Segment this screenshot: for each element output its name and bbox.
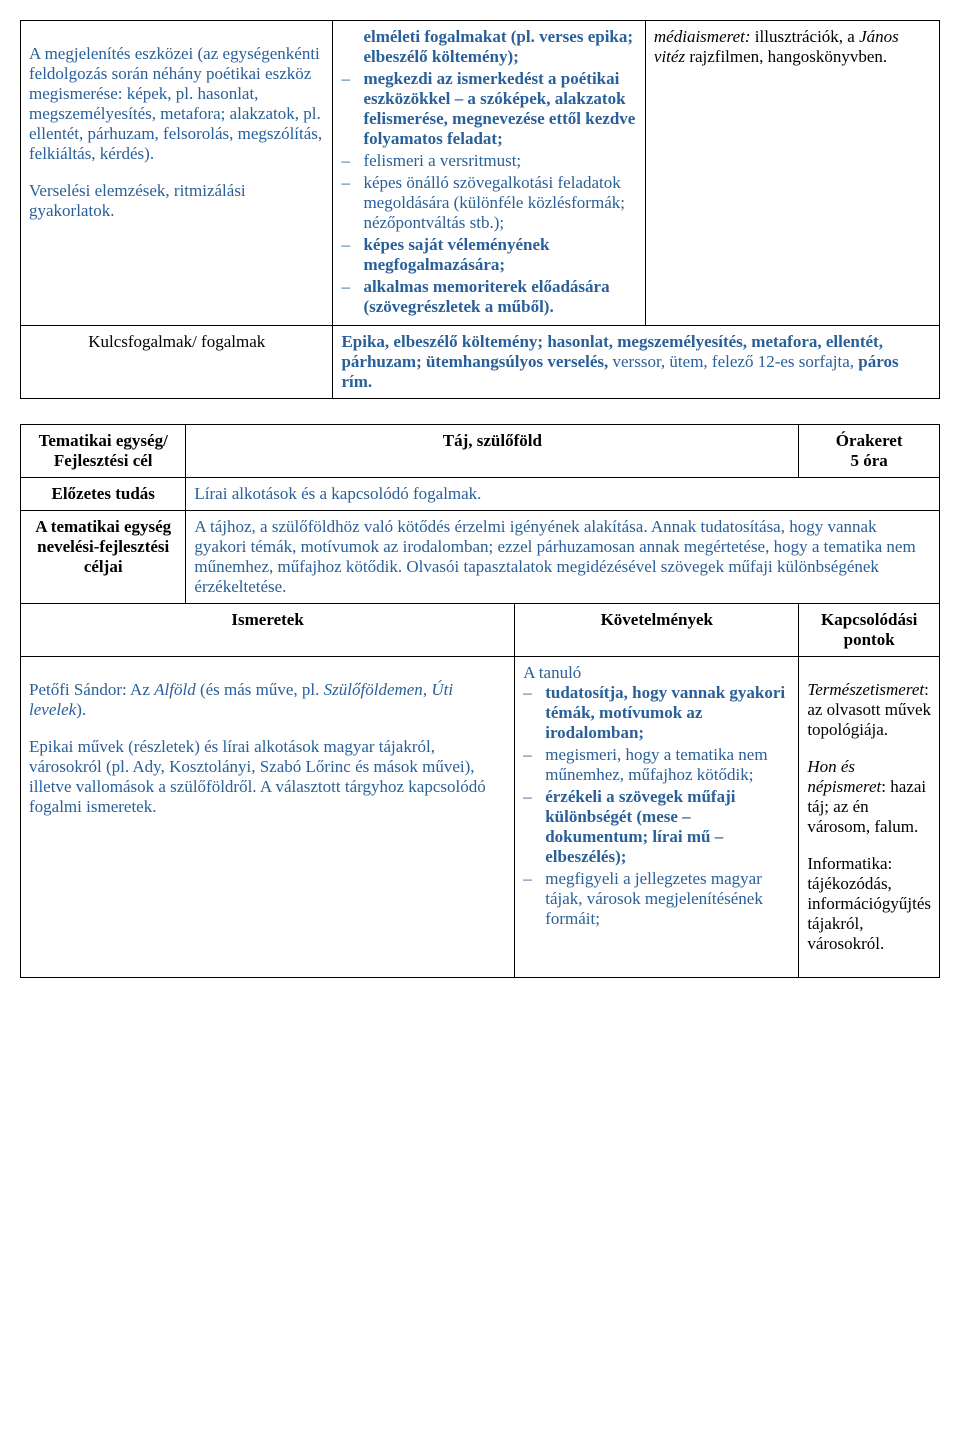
text: Természetismeret: [807, 680, 924, 699]
text: (és más műve, pl.: [196, 680, 324, 699]
text: illusztrációk, a: [751, 27, 860, 46]
orakeret-label: Órakeret: [836, 431, 903, 450]
dash-icon: –: [341, 151, 363, 171]
list-item: –megfigyeli a jellegzetes magyar tájak, …: [523, 869, 790, 929]
list-item-text: alkalmas memoriterek előadására (szövegr…: [363, 277, 636, 317]
bullet-list: –tudatosítja, hogy vannak gyakori témák,…: [523, 683, 790, 929]
text: ).: [76, 700, 86, 719]
text: Petőfi Sándor: Az: [29, 680, 154, 699]
orakeret-value: 5 óra: [851, 451, 888, 470]
list-item: –tudatosítja, hogy vannak gyakori témák,…: [523, 683, 790, 743]
list-item: –megismeri, hogy a tematika nem műnemhez…: [523, 745, 790, 785]
list-item-text: felismeri a versritmust;: [363, 151, 636, 171]
table-row: Petőfi Sándor: Az Alföld (és más műve, p…: [21, 657, 940, 978]
kulcsfogalmak-label: Kulcsfogalmak/ fogalmak: [21, 326, 333, 399]
curriculum-table-2: Tematikai egység/ Fejlesztési cél Táj, s…: [20, 424, 940, 978]
ismeretek-header: Ismeretek: [21, 604, 515, 657]
list-item-text: megkezdi az ismerkedést a poétikai eszkö…: [363, 69, 636, 149]
dash-icon: [341, 27, 363, 67]
tematikai-egyseg-label: Tematikai egység/ Fejlesztési cél: [21, 425, 186, 478]
list-item: elméleti fogalmakat (pl. verses epika; e…: [341, 27, 636, 67]
table-row: Előzetes tudás Lírai alkotások és a kapc…: [21, 478, 940, 511]
dash-icon: –: [341, 235, 363, 275]
list-item-text: érzékeli a szövegek műfaji különbségét (…: [545, 787, 790, 867]
text: rajzfilmen, hangoskönyvben.: [685, 47, 887, 66]
dash-icon: –: [523, 683, 545, 743]
list-item: –képes saját véleményének megfogalmazásá…: [341, 235, 636, 275]
paragraph: Hon és népismeret: hazai táj; az én váro…: [807, 757, 931, 837]
text: verssor, ütem, felező 12-es sorfajta,: [608, 352, 858, 371]
list-item-text: tudatosítja, hogy vannak gyakori témák, …: [545, 683, 790, 743]
list-item-text: képes saját véleményének megfogalmazásár…: [363, 235, 636, 275]
orakeret-cell: Órakeret 5 óra: [799, 425, 940, 478]
table-row: A tematikai egység nevelési-fejlesztési …: [21, 511, 940, 604]
header-row: Ismeretek Követelmények Kapcsolódási pon…: [21, 604, 940, 657]
text: Szülőföldemen: [324, 680, 423, 699]
list-item: –alkalmas memoriterek előadására (szöveg…: [341, 277, 636, 317]
kapcsolodasi-cell: médiaismeret: illusztrációk, a János vit…: [645, 21, 939, 326]
list-item: –érzékeli a szövegek műfaji különbségét …: [523, 787, 790, 867]
paragraph: Epikai művek (részletek) és lírai alkotá…: [29, 737, 506, 817]
paragraph: Informatika: tájékozódás, információgyűj…: [807, 854, 931, 954]
curriculum-table-1: A megjelenítés eszközei (az egységenként…: [20, 20, 940, 399]
ismeretek-cell: Petőfi Sándor: Az Alföld (és más műve, p…: [21, 657, 515, 978]
list-item: –megkezdi az ismerkedést a poétikai eszk…: [341, 69, 636, 149]
bullet-list: elméleti fogalmakat (pl. verses epika; e…: [341, 27, 636, 317]
paragraph: A megjelenítés eszközei (az egységenként…: [29, 44, 324, 164]
elozetes-tudas-content: Lírai alkotások és a kapcsolódó fogalmak…: [186, 478, 940, 511]
kapcsolodasi-cell: Természetismeret: az olvasott művek topo…: [799, 657, 940, 978]
dash-icon: –: [523, 787, 545, 867]
elozetes-tudas-label: Előzetes tudás: [21, 478, 186, 511]
dash-icon: –: [523, 869, 545, 929]
list-item-text: megismeri, hogy a tematika nem műnemhez,…: [545, 745, 790, 785]
table-row: Tematikai egység/ Fejlesztési cél Táj, s…: [21, 425, 940, 478]
dash-icon: –: [341, 173, 363, 233]
dash-icon: –: [523, 745, 545, 785]
celok-label: A tematikai egység nevelési-fejlesztési …: [21, 511, 186, 604]
list-item-text: elméleti fogalmakat (pl. verses epika; e…: [363, 27, 636, 67]
dash-icon: –: [341, 69, 363, 149]
paragraph: Verselési elemzések, ritmizálási gyakorl…: [29, 181, 324, 221]
tematikai-egyseg-title: Táj, szülőföld: [186, 425, 799, 478]
kovetelmenyek-cell: A tanuló –tudatosítja, hogy vannak gyako…: [515, 657, 799, 978]
kapcsolodasi-header: Kapcsolódási pontok: [799, 604, 940, 657]
celok-content: A tájhoz, a szülőföldhöz való kötődés ér…: [186, 511, 940, 604]
list-item: –képes önálló szövegalkotási feladatok m…: [341, 173, 636, 233]
text: Alföld: [154, 680, 196, 699]
ismeretek-cell: A megjelenítés eszközei (az egységenként…: [21, 21, 333, 326]
table-row: A megjelenítés eszközei (az egységenként…: [21, 21, 940, 326]
kovetelmenyek-cell: elméleti fogalmakat (pl. verses epika; e…: [333, 21, 645, 326]
label: médiaismeret:: [654, 27, 751, 46]
kovetelmenyek-header: Követelmények: [515, 604, 799, 657]
kulcsfogalmak-row: Kulcsfogalmak/ fogalmak Epika, elbeszélő…: [21, 326, 940, 399]
dash-icon: –: [341, 277, 363, 317]
paragraph: Természetismeret: az olvasott művek topo…: [807, 680, 931, 740]
paragraph: Petőfi Sándor: Az Alföld (és más műve, p…: [29, 680, 506, 720]
list-item: –felismeri a versritmust;: [341, 151, 636, 171]
list-item-text: megfigyeli a jellegzetes magyar tájak, v…: [545, 869, 790, 929]
kulcsfogalmak-content: Epika, elbeszélő költemény; hasonlat, me…: [333, 326, 940, 399]
lead-text: A tanuló: [523, 663, 581, 682]
list-item-text: képes önálló szövegalkotási feladatok me…: [363, 173, 636, 233]
text: Hon és népismeret: [807, 757, 881, 796]
